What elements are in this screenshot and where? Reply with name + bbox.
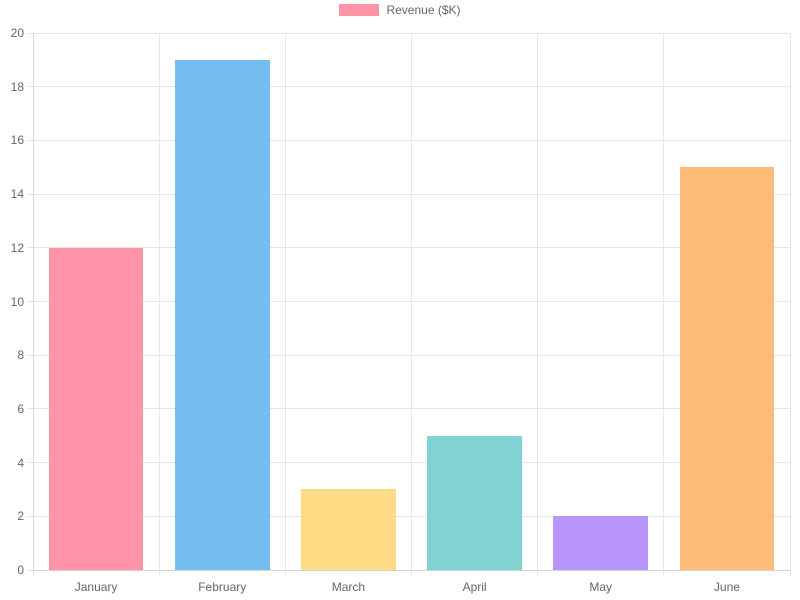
y-tick-label: 14: [10, 187, 24, 202]
x-gridline: [537, 33, 539, 570]
y-axis-tick: [27, 193, 33, 195]
y-axis-tick: [27, 32, 33, 34]
x-tick-label-april: April: [462, 580, 487, 594]
x-tick-label-march: March: [331, 580, 366, 594]
x-tick-label-january: January: [74, 580, 118, 594]
y-axis-tick: [27, 301, 33, 302]
y-tick-label: 16: [10, 133, 24, 148]
y-tick-label: 10: [10, 294, 24, 309]
x-axis-tick: [32, 570, 34, 576]
y-axis-tick: [27, 139, 33, 141]
legend-item-revenue[interactable]: Revenue ($K): [339, 3, 461, 17]
y-tick-label: 2: [17, 509, 24, 524]
x-axis-tick: [537, 570, 539, 576]
bar-february[interactable]: [174, 59, 270, 570]
y-axis-line: [32, 33, 34, 570]
legend-swatch-icon: [339, 4, 380, 16]
y-tick-label: 12: [10, 240, 24, 255]
y-tick-label: 0: [17, 563, 24, 577]
x-gridline: [663, 33, 665, 570]
y-axis-tick: [27, 354, 33, 356]
bar-may[interactable]: [553, 516, 649, 570]
bar-march[interactable]: [301, 489, 396, 570]
x-axis-tick: [284, 570, 286, 576]
bar-june[interactable]: [679, 167, 775, 570]
y-axis-tick: [27, 569, 33, 571]
y-axis-tick: [27, 408, 33, 410]
x-tick-label-june: June: [713, 580, 740, 594]
y-axis-tick: [27, 247, 33, 249]
x-tick-label-may: May: [589, 580, 613, 594]
y-tick-label: 20: [10, 26, 24, 40]
y-axis-tick: [27, 515, 33, 517]
x-gridline: [284, 33, 286, 570]
y-tick-label: 18: [10, 79, 24, 94]
x-gridline: [411, 33, 412, 570]
bar-january[interactable]: [48, 247, 144, 570]
x-tick-label-february: February: [198, 580, 247, 594]
legend: Revenue ($K): [0, 4, 800, 16]
legend-label: Revenue ($K): [386, 3, 461, 17]
y-tick-label: 6: [17, 401, 24, 416]
x-gridline: [158, 33, 160, 570]
y-axis-tick: [27, 462, 33, 464]
x-axis-tick: [158, 570, 160, 576]
x-axis-tick: [411, 570, 412, 576]
bar-april[interactable]: [427, 435, 522, 570]
y-tick-label: 8: [17, 348, 24, 363]
y-tick-label: 4: [17, 455, 24, 470]
x-gridline: [789, 33, 791, 570]
x-axis-tick: [789, 570, 791, 576]
y-axis-tick: [27, 86, 33, 88]
x-axis-tick: [663, 570, 665, 576]
